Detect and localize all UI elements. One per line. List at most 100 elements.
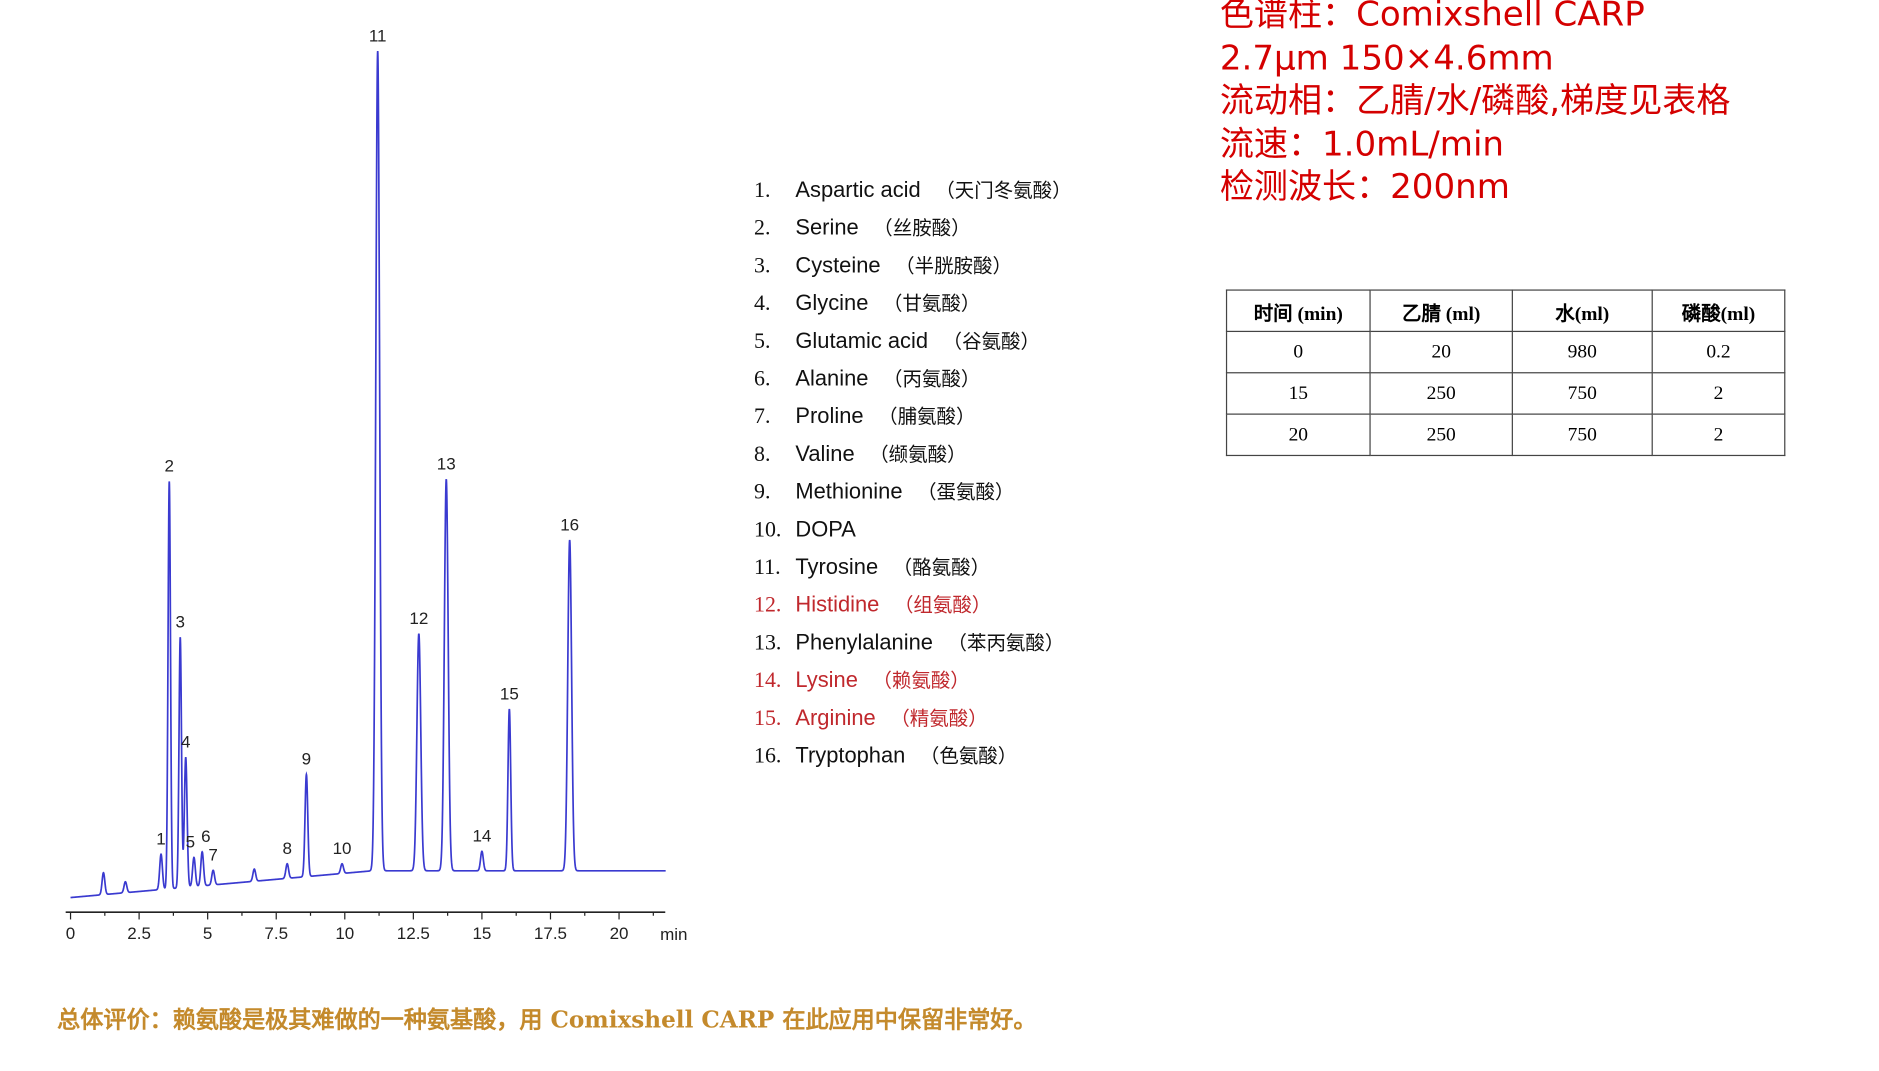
cell: 250 [1369, 372, 1513, 415]
legend-number: 10. [754, 516, 782, 542]
gradient-table: 时间 (min) 乙腈 (ml) 水(ml) 磷酸(ml) 0 20 980 0… [1225, 289, 1786, 457]
legend-chinese-name: （精氨酸） [890, 706, 988, 730]
legend-name: Methionine [795, 479, 903, 504]
peak-label: 2 [165, 457, 174, 476]
legend-name: Cysteine [795, 252, 881, 278]
legend-number: 11. [754, 554, 781, 579]
legend-chinese-name: （丙氨酸） [883, 367, 981, 391]
legend-chinese-name: （色氨酸） [919, 744, 1018, 768]
wavelength-text: 检测波长：200nm [1219, 167, 1510, 208]
x-tick-label: 17.5 [534, 924, 567, 943]
legend-item: 8. Valine （缬氨酸） [754, 437, 1072, 475]
cell: 2 [1651, 372, 1786, 415]
legend-item: 7. Proline （脯氨酸） [754, 399, 1072, 437]
x-tick-label: 15 [472, 924, 491, 943]
peak-label: 15 [500, 684, 519, 703]
table-row: 20 250 750 2 [1225, 413, 1786, 457]
table-row: 15 250 750 2 [1225, 372, 1786, 415]
cell: 0.2 [1651, 330, 1786, 374]
mobile-phase-text: 流动相：乙腈/水/磷酸,梯度见表格 [1219, 80, 1731, 121]
table-header-row: 时间 (min) 乙腈 (ml) 水(ml) 磷酸(ml) [1225, 289, 1786, 333]
legend-item: 13. Phenylalanine （苯丙氨酸） [754, 625, 1072, 663]
legend-item: 1. Aspartic acid （天门冬氨酸） [754, 173, 1072, 211]
legend-chinese-name: （酪氨酸） [892, 555, 991, 579]
legend-name: Aspartic acid [795, 177, 921, 202]
legend-chinese-name: （丝胺酸） [873, 216, 971, 240]
x-tick-label: 7.5 [264, 924, 288, 943]
peak-label: 10 [333, 839, 352, 858]
summary-text: 总体评价：赖氨酸是极其难做的一种氨基酸，用 Comixshell CARP 在此… [57, 1007, 1037, 1034]
x-tick-label: 5 [203, 924, 212, 943]
legend-number: 5. [754, 328, 771, 353]
legend-name: Glutamic acid [795, 328, 929, 353]
legend-number: 4. [754, 290, 771, 315]
legend-item: 5. Glutamic acid （谷氨酸） [754, 324, 1072, 362]
chromatogram-trace [70, 51, 666, 899]
legend-chinese-name: （蛋氨酸） [917, 480, 1015, 504]
legend-name: Valine [795, 441, 855, 466]
legend-number: 2. [754, 215, 771, 240]
legend-item: 14. Lysine （赖氨酸） [754, 663, 1072, 701]
legend-number: 8. [754, 441, 771, 466]
cell: 2 [1651, 413, 1786, 457]
legend-chinese-name: （缬氨酸） [869, 442, 967, 466]
legend-name: Alanine [795, 366, 869, 391]
legend-number: 16. [754, 743, 782, 768]
table-row: 0 20 980 0.2 [1225, 330, 1786, 374]
header-time: 时间 (min) [1225, 289, 1371, 333]
legend-item: 15. Arginine （精氨酸） [754, 701, 1072, 739]
legend-chinese-name: （天门冬氨酸） [935, 178, 1072, 202]
legend-number: 15. [754, 705, 782, 730]
x-axis: 0 2.5 5 7.5 10 12.5 15 17.5 20 min [65, 911, 687, 944]
legend-item: 6. Alanine （丙氨酸） [754, 361, 1072, 399]
legend-chinese-name: （苯丙氨酸） [947, 631, 1065, 655]
legend-name: Phenylalanine [795, 629, 933, 655]
header-acetonitrile: 乙腈 (ml) [1369, 289, 1513, 333]
cell: 980 [1511, 330, 1653, 374]
legend-item: 3. Cysteine （半胱胺酸） [754, 248, 1072, 286]
x-axis-label: min [660, 925, 687, 944]
legend-item: 9. Methionine （蛋氨酸） [754, 474, 1072, 512]
peak-label: 8 [282, 839, 291, 858]
peak-label: 11 [369, 26, 387, 45]
legend-number: 9. [754, 479, 771, 504]
cell: 750 [1511, 413, 1653, 457]
legend-number: 14. [754, 667, 782, 693]
peak-label: 14 [472, 827, 491, 846]
peak-label: 16 [560, 515, 579, 534]
legend-chinese-name: （组氨酸） [893, 593, 992, 617]
legend-item: 11. Tyrosine （酪氨酸） [754, 550, 1072, 588]
legend-name: Serine [795, 215, 859, 240]
header-phosphoric: 磷酸(ml) [1651, 289, 1786, 333]
legend-name: DOPA [795, 516, 856, 542]
cell: 20 [1225, 413, 1371, 457]
legend-number: 7. [754, 403, 771, 429]
column-text: 色谱柱：Comixshell CARP [1219, 0, 1645, 35]
peak-legend: 1. Aspartic acid （天门冬氨酸） 2. Serine （丝胺酸） 3. Cys… [754, 173, 1072, 776]
cell: 20 [1369, 330, 1513, 374]
x-tick-label: 0 [66, 924, 75, 943]
legend-name: Tryptophan [795, 743, 906, 768]
cell: 15 [1225, 372, 1371, 415]
peak-label: 6 [201, 827, 210, 846]
legend-name: Lysine [795, 667, 858, 693]
legend-chinese-name: （谷氨酸） [942, 329, 1040, 353]
legend-item: 16. Tryptophan （色氨酸） [754, 738, 1072, 776]
column-spec-text: 2.7μm 150×4.6mm [1219, 37, 1554, 78]
legend-name: Glycine [795, 290, 869, 315]
legend-number: 12. [754, 592, 782, 617]
cell: 250 [1369, 413, 1513, 457]
x-tick-label: 12.5 [397, 924, 430, 943]
peak-label: 1 [156, 830, 165, 849]
legend-number: 13. [754, 629, 782, 655]
cell: 0 [1225, 330, 1371, 374]
legend-name: Arginine [795, 705, 876, 730]
method-info: 色谱柱：Comixshell CARP 2.7μm 150×4.6mm 流动相：… [1220, 0, 1755, 209]
header-water: 水(ml) [1511, 289, 1653, 333]
legend-chinese-name: （半胱胺酸） [895, 254, 1012, 278]
cell: 750 [1511, 372, 1653, 415]
legend-number: 3. [754, 252, 771, 278]
